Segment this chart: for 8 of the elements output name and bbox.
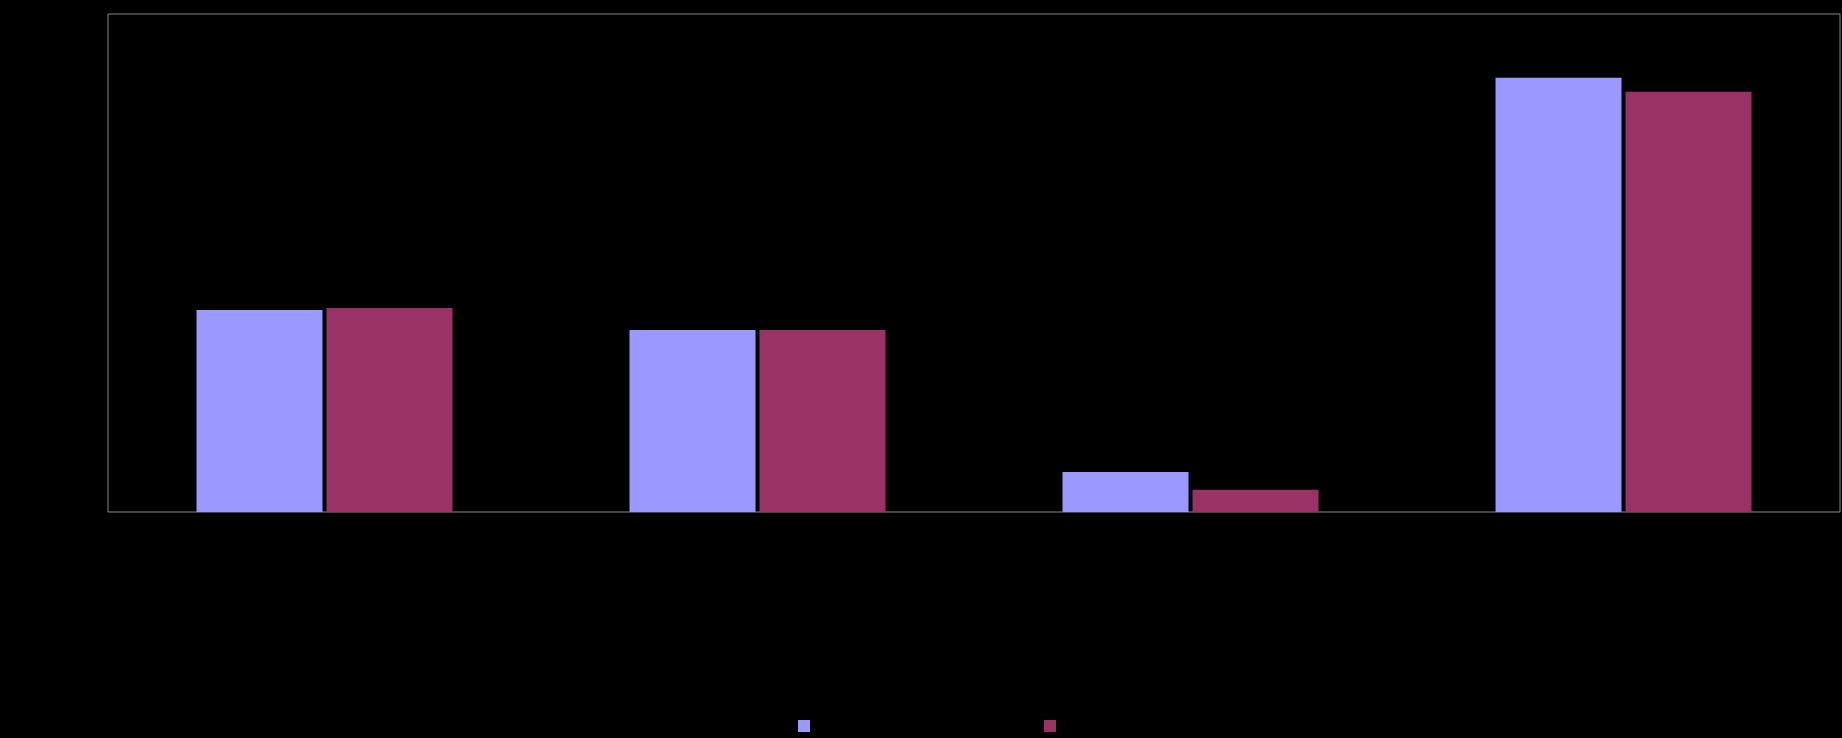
bar [1192, 489, 1319, 512]
bar [326, 307, 453, 512]
bar [629, 330, 756, 512]
bar [1625, 91, 1752, 512]
bar [196, 310, 323, 512]
bar [1062, 472, 1189, 512]
bar [1495, 77, 1622, 512]
bar [759, 330, 886, 512]
